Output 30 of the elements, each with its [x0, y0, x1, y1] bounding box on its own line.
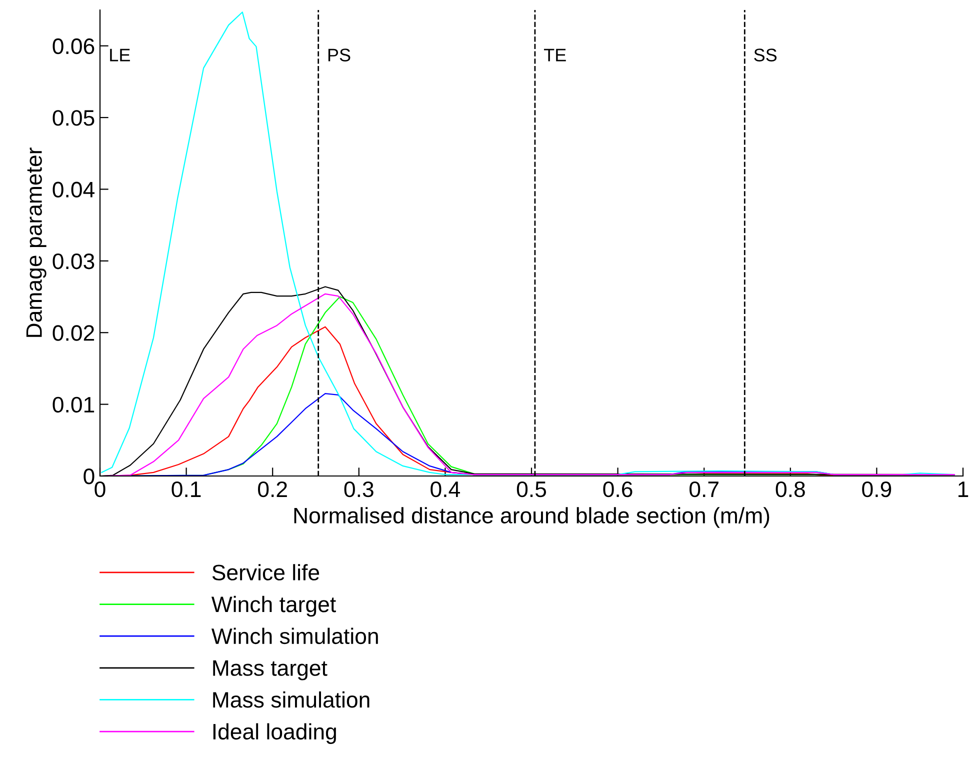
y-tick-label: 0	[84, 468, 94, 484]
legend-label: Service life	[212, 564, 320, 580]
legend-label: Winch target	[211, 596, 336, 617]
ref-line-label: TE	[544, 48, 566, 62]
x-tick-label: 0	[94, 481, 106, 498]
x-tick-label: 0.2	[258, 481, 287, 498]
legend-label: Ideal loading	[213, 723, 336, 744]
y-tick-label: 0.05	[52, 110, 94, 126]
annotation: LE	[110, 48, 130, 62]
legend-label: Winch simulation	[211, 628, 378, 644]
y-tick-label: 0.01	[52, 396, 94, 413]
y-tick-label: 0.06	[52, 38, 94, 54]
legend-label: Mass target	[213, 660, 328, 680]
x-axis-title: Normalised distance around blade section (m/m)	[294, 507, 770, 528]
x-tick-label: 0.9	[862, 481, 892, 498]
x-tick-label: 0.6	[603, 481, 632, 498]
x-tick-label: 0.8	[776, 481, 805, 498]
x-tick-label: 0.3	[344, 481, 374, 498]
y-tick-label: 0.02	[52, 325, 94, 341]
y-axis-title: Damage parameter	[26, 148, 46, 337]
ref-line-label: PS	[328, 48, 350, 62]
ref-line-label: SS	[754, 48, 777, 62]
y-tick-label: 0.04	[52, 182, 94, 198]
legend-label: Mass simulation	[213, 691, 370, 708]
x-tick-label: 1	[958, 482, 968, 497]
x-tick-label: 0.7	[690, 481, 718, 498]
y-tick-label: 0.03	[52, 253, 94, 270]
x-tick-label: 0.4	[430, 481, 460, 498]
x-tick-label: 0.5	[516, 481, 546, 498]
x-tick-label: 0.1	[172, 481, 201, 498]
